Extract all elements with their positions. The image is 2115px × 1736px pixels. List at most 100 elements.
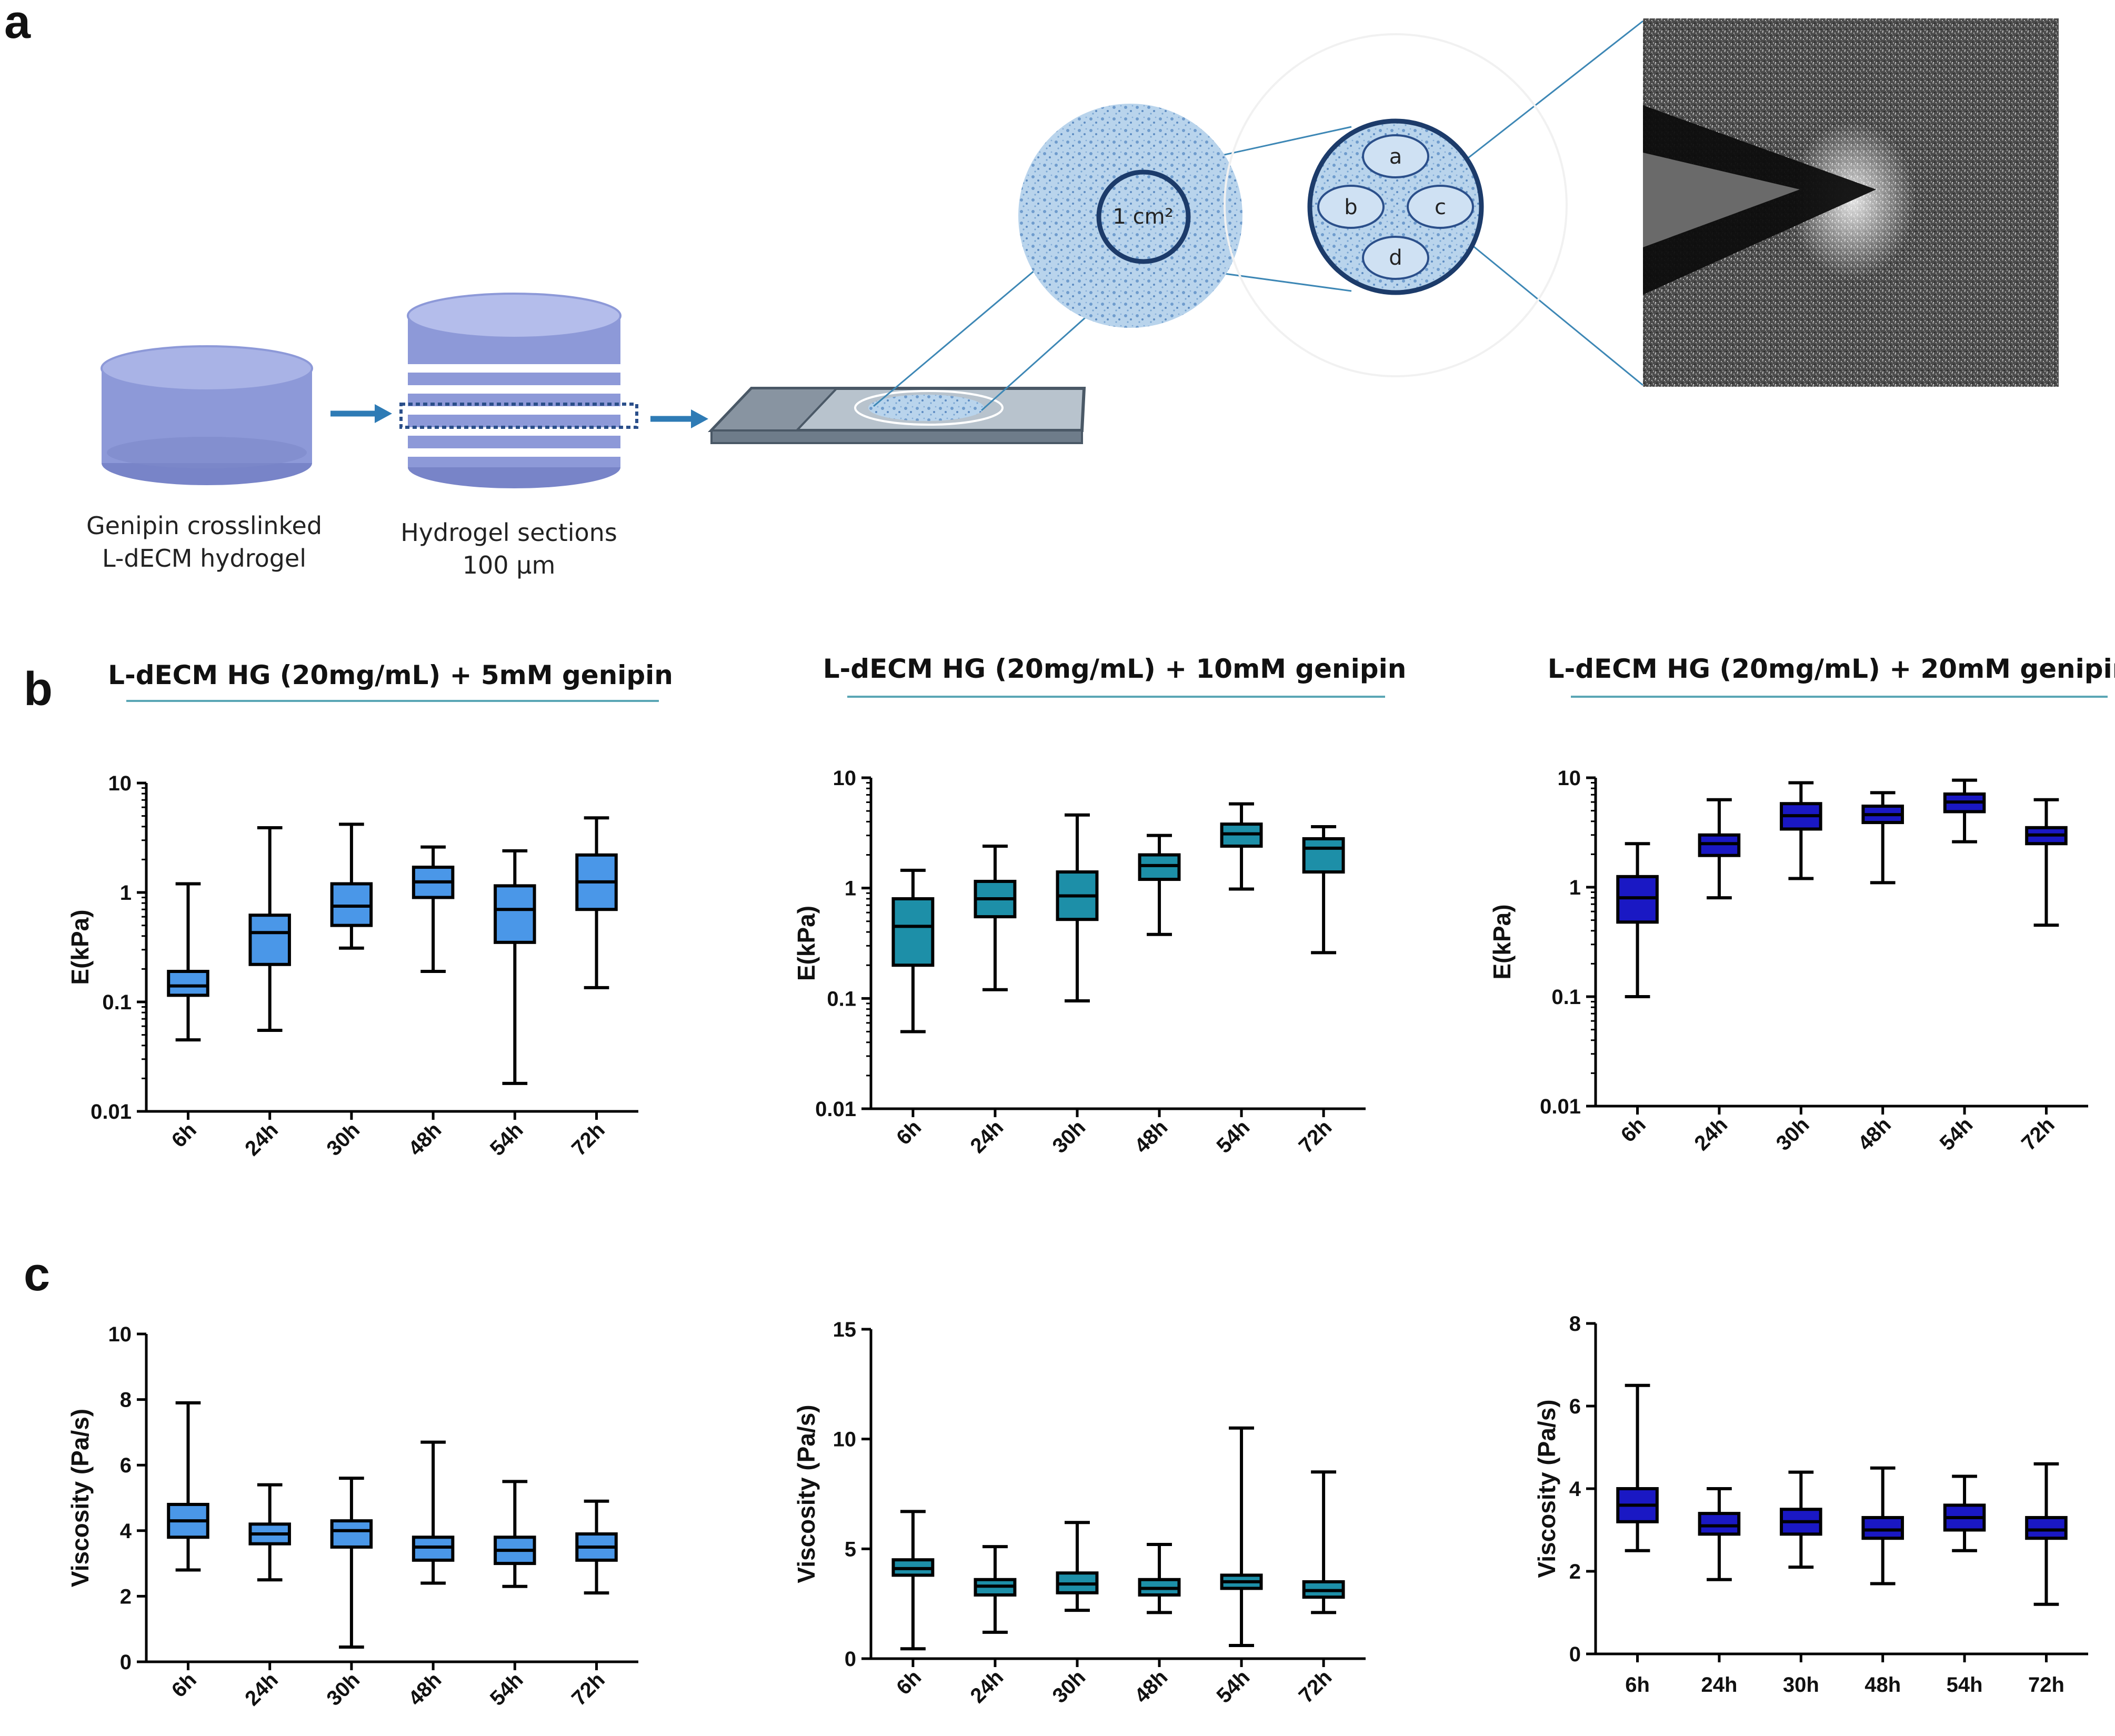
x-tick-label: 24h: [1701, 1673, 1737, 1697]
x-tick-label: 54h: [1936, 1113, 1978, 1155]
y-tick-label: 0.01: [91, 1100, 132, 1123]
spot-label: a: [1389, 145, 1402, 169]
y-tick-label: 4: [1569, 1478, 1581, 1501]
box: [494, 884, 536, 944]
x-tick-label: 30h: [1772, 1113, 1814, 1155]
box: [412, 1536, 455, 1562]
y-tick-label: 8: [1569, 1312, 1581, 1336]
y-tick-label: 4: [120, 1520, 132, 1543]
sectioned-hydrogel: [399, 293, 638, 488]
y-axis-label: E(kPa): [793, 906, 820, 981]
y-tick-label: 0: [845, 1648, 856, 1671]
box: [248, 914, 291, 966]
y-tick-label: 0: [120, 1651, 132, 1674]
x-tick-label: 48h: [404, 1668, 446, 1710]
spot-label: d: [1389, 246, 1402, 270]
chart-modulus-5mm: 0.01 0.1 1 10 E(kPa) 6h 24h 30h 48h 54h 72h: [66, 772, 638, 1160]
x-tick-label: 54h: [1947, 1673, 1983, 1697]
box: [167, 970, 209, 997]
y-tick-label: 6: [1569, 1395, 1581, 1418]
chart-modulus-20mm: 0.01 0.1 1 10 E(kPa) 6h 24h 30h 48h 54h 72h: [1488, 767, 2088, 1155]
box: [1302, 837, 1345, 874]
x-tick-label: 24h: [966, 1665, 1008, 1708]
y-tick-label: 2: [120, 1585, 132, 1608]
box: [1861, 1516, 1904, 1540]
y-tick-label: 1: [845, 877, 856, 900]
y-tick-label: 8: [120, 1389, 132, 1412]
x-tick-label: 24h: [966, 1116, 1008, 1158]
y-tick-label: 0.1: [1551, 986, 1581, 1009]
sections-caption-line1: Hydrogel sections: [400, 518, 617, 547]
x-tick-label: 24h: [240, 1668, 283, 1710]
spot-label: b: [1344, 195, 1357, 219]
y-tick-label: 0.01: [1540, 1095, 1581, 1118]
hydrogel-caption-line2: L-dECM hydrogel: [102, 544, 306, 573]
y-tick-label: 10: [1558, 767, 1581, 790]
sections-caption-line2: 100 µm: [463, 551, 556, 579]
zoom-lines: [873, 20, 1643, 412]
x-tick-label: 72h: [1295, 1116, 1337, 1158]
x-tick-label: 24h: [240, 1118, 283, 1160]
afm-micrograph: [1643, 18, 2059, 387]
x-tick-label: 72h: [1295, 1665, 1337, 1708]
y-tick-label: 15: [833, 1318, 857, 1341]
y-tick-label: 10: [108, 772, 132, 795]
y-tick-label: 1: [120, 881, 132, 905]
hydrogel-caption-line1: Genipin crosslinked: [86, 511, 322, 540]
x-tick-label: 6h: [892, 1665, 926, 1699]
x-tick-label: 48h: [1853, 1113, 1896, 1155]
chart-viscosity-20mm: 0 2 4 6 8 Viscosity (Pa/s) 6h 24h 30h 48h 54h 72h: [1533, 1312, 2088, 1697]
y-tick-label: 1: [1569, 876, 1581, 899]
hydrogel-cylinder: [101, 345, 313, 485]
y-axis-label: E(kPa): [66, 909, 94, 985]
x-tick-label: 54h: [486, 1668, 528, 1710]
chart-title-10mm: L-dECM HG (20mg/mL) + 10mM genipin: [823, 654, 1407, 684]
x-tick-label: 48h: [1130, 1116, 1172, 1158]
x-tick-label: 6h: [167, 1118, 201, 1152]
arrow-right-icon: [650, 409, 708, 428]
x-tick-label: 6h: [892, 1116, 926, 1149]
y-tick-label: 10: [833, 767, 857, 790]
chart-viscosity-5mm: 0 2 4 6 8 10 Viscosity (Pa/s) 6h 24h 30h 48h 54h 72h: [66, 1323, 638, 1710]
chart-modulus-10mm: 0.01 0.1 1 10 E(kPa) 6h 24h 30h 48h 54h 72h: [793, 767, 1366, 1158]
x-tick-label: 72h: [567, 1668, 609, 1710]
box: [891, 897, 935, 967]
box: [2025, 1516, 2068, 1540]
x-tick-label: 24h: [1690, 1113, 1732, 1155]
x-tick-label: 30h: [322, 1118, 364, 1160]
y-axis-label: E(kPa): [1488, 904, 1516, 979]
panel-label-a: a: [4, 0, 31, 48]
zoom-halo: [1224, 33, 1568, 377]
x-tick-label: 48h: [1130, 1665, 1172, 1708]
chart-viscosity-10mm: 0 5 10 15 Viscosity (Pa/s) 6h 24h 30h 48h 54h 72h: [793, 1318, 1366, 1708]
y-tick-label: 2: [1569, 1560, 1581, 1583]
x-tick-label: 72h: [567, 1118, 609, 1160]
panel-label-b: b: [24, 663, 53, 716]
x-tick-label: 6h: [167, 1668, 201, 1702]
x-tick-label: 48h: [404, 1118, 446, 1160]
x-tick-label: 72h: [2017, 1113, 2059, 1155]
box: [1698, 1512, 1741, 1536]
y-tick-label: 0: [1569, 1643, 1581, 1666]
y-axis-label: Viscosity (Pa/s): [1533, 1399, 1560, 1578]
y-axis-label: Viscosity (Pa/s): [793, 1404, 820, 1583]
chart-title-5mm: L-dECM HG (20mg/mL) + 5mM genipin: [108, 660, 673, 690]
chart-title-20mm: L-dECM HG (20mg/mL) + 20mM genipin: [1548, 654, 2115, 684]
glass-slide: [708, 387, 1086, 444]
x-tick-label: 30h: [1048, 1116, 1090, 1158]
box: [330, 1519, 373, 1549]
y-tick-label: 0.01: [815, 1098, 856, 1121]
x-tick-label: 54h: [486, 1118, 528, 1160]
x-tick-label: 54h: [1212, 1665, 1255, 1708]
panel-label-c: c: [24, 1248, 50, 1301]
y-tick-label: 5: [845, 1538, 856, 1561]
x-tick-label: 6h: [1625, 1673, 1650, 1697]
y-tick-label: 10: [833, 1428, 857, 1451]
x-tick-label: 6h: [1617, 1113, 1650, 1147]
area-label: 1 cm²: [1112, 205, 1173, 229]
y-tick-label: 6: [120, 1454, 132, 1477]
x-tick-label: 54h: [1212, 1116, 1255, 1158]
x-tick-label: 30h: [1048, 1665, 1090, 1708]
arrow-right-icon: [330, 404, 392, 423]
